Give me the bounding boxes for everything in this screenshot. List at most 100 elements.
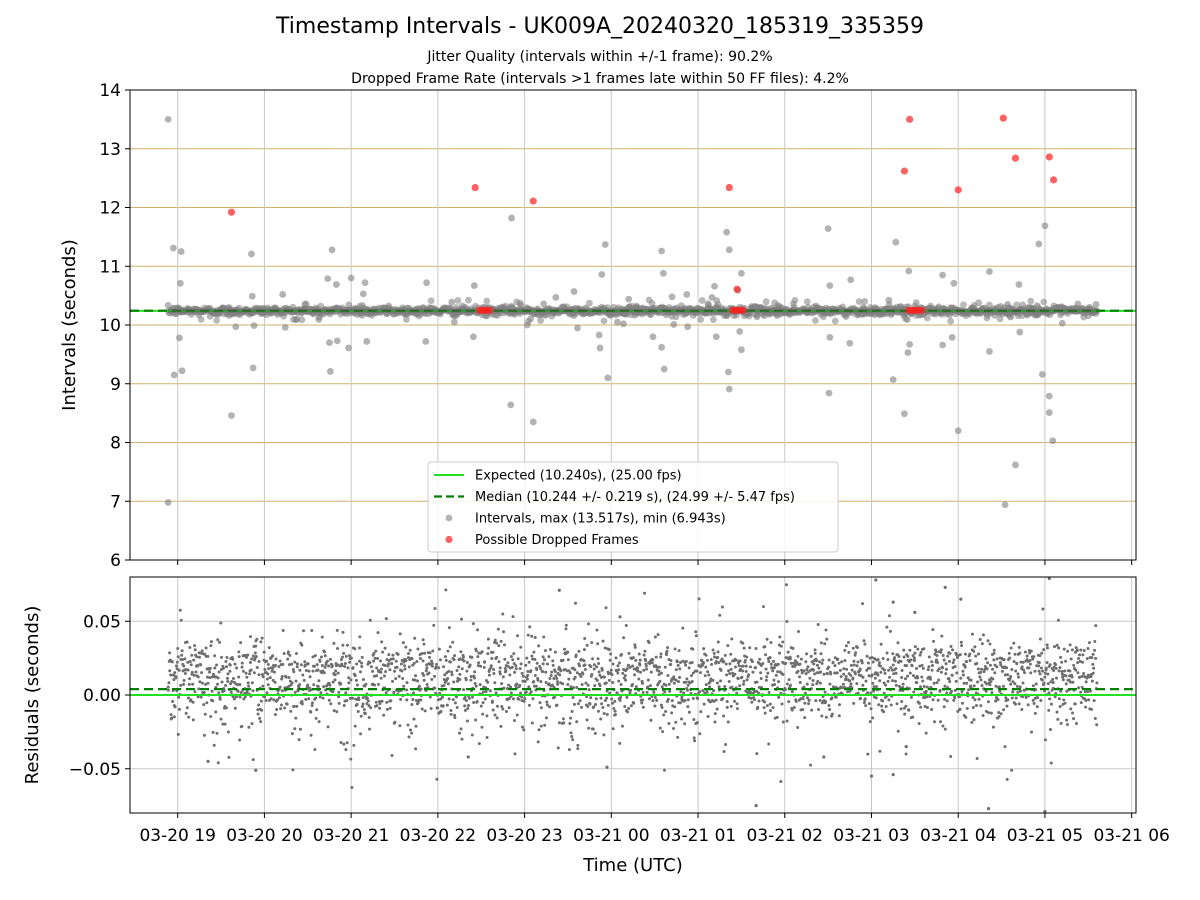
residual-point [541, 662, 545, 666]
x-tick-label: 03-20 19 [139, 826, 215, 846]
residual-point [1040, 651, 1044, 655]
residual-point [654, 655, 658, 659]
residual-point [322, 671, 326, 675]
interval-point [279, 291, 287, 298]
residual-point [369, 665, 373, 669]
residual-point [672, 681, 676, 685]
residual-point [699, 710, 703, 714]
residual-point [595, 678, 599, 682]
residual-point [240, 724, 244, 728]
residual-point [228, 663, 232, 667]
residual-point [577, 649, 581, 653]
residual-point [1008, 656, 1012, 660]
residual-point [418, 656, 422, 660]
residual-point [500, 682, 504, 686]
residual-point [1092, 666, 1096, 670]
residual-point [739, 667, 743, 671]
residual-point [997, 685, 1001, 689]
residual-point [542, 658, 546, 662]
interval-point [345, 301, 353, 309]
residual-point [238, 682, 242, 686]
residual-point [815, 671, 819, 675]
residual-point [255, 666, 259, 670]
residual-point [182, 682, 186, 686]
residual-point [581, 672, 585, 676]
residual-point [598, 673, 602, 677]
residual-point [1082, 672, 1086, 676]
residual-point [339, 741, 343, 745]
residual-points [166, 583, 1099, 790]
residual-point [1038, 637, 1042, 641]
residual-point [502, 643, 506, 647]
residual-point [734, 665, 738, 669]
interval-point [586, 299, 593, 307]
residual-point [795, 661, 799, 665]
residual-point [564, 623, 568, 627]
residual-point [776, 662, 780, 666]
residual-point [1014, 696, 1018, 700]
interval-point [658, 343, 666, 351]
residual-point [609, 652, 613, 656]
residual-point [521, 674, 525, 678]
y-tick-label: 12 [99, 199, 121, 219]
residual-point [548, 647, 552, 651]
residual-point [698, 732, 702, 736]
residual-point [265, 659, 269, 663]
residual-point [422, 642, 426, 646]
residual-point [258, 716, 262, 720]
residual-point [332, 709, 336, 713]
residual-point [798, 662, 802, 666]
interval-point [170, 371, 178, 379]
residual-point [366, 662, 370, 666]
residual-point [492, 672, 496, 676]
residual-point [340, 655, 344, 659]
residual-point [428, 655, 432, 659]
residual-point [947, 659, 951, 663]
residual-point [197, 655, 201, 659]
interval-point [470, 282, 478, 290]
residual-point [996, 698, 1000, 702]
residual-point [199, 695, 203, 699]
residual-point [1005, 704, 1009, 708]
residual-point [186, 696, 190, 700]
residual-point [583, 663, 587, 667]
residual-point [460, 737, 464, 741]
residual-point [981, 633, 985, 637]
residual-point [316, 685, 320, 689]
residual-point [602, 733, 606, 737]
residual-point [1094, 656, 1098, 660]
residual-outlier [557, 588, 561, 592]
residual-point [1071, 680, 1075, 684]
residual-point [452, 658, 456, 662]
residual-point [1021, 695, 1025, 699]
residual-point [651, 699, 655, 703]
residual-point [778, 635, 782, 639]
residual-point [823, 690, 827, 694]
residual-point [644, 658, 648, 662]
residual-point [693, 739, 697, 743]
residual-point [929, 691, 933, 695]
x-tick-label: 03-20 20 [226, 826, 302, 846]
residual-point [365, 702, 369, 706]
residual-point [544, 716, 548, 720]
residual-point [825, 637, 829, 641]
residual-point [577, 664, 581, 668]
residual-point [411, 698, 415, 702]
interval-point [841, 311, 849, 319]
residual-point [943, 684, 947, 688]
residual-point [949, 645, 953, 649]
residual-point [596, 657, 600, 661]
residual-point [855, 645, 859, 649]
residual-point [849, 682, 853, 686]
residual-point [304, 697, 308, 701]
residual-point [225, 656, 229, 660]
residual-point [868, 720, 872, 724]
residual-point [660, 705, 664, 709]
interval-point [773, 312, 781, 320]
residual-point [267, 646, 271, 650]
residual-point [259, 720, 263, 724]
residual-point [469, 674, 473, 678]
residual-point [1049, 761, 1053, 765]
residual-point [807, 702, 811, 706]
